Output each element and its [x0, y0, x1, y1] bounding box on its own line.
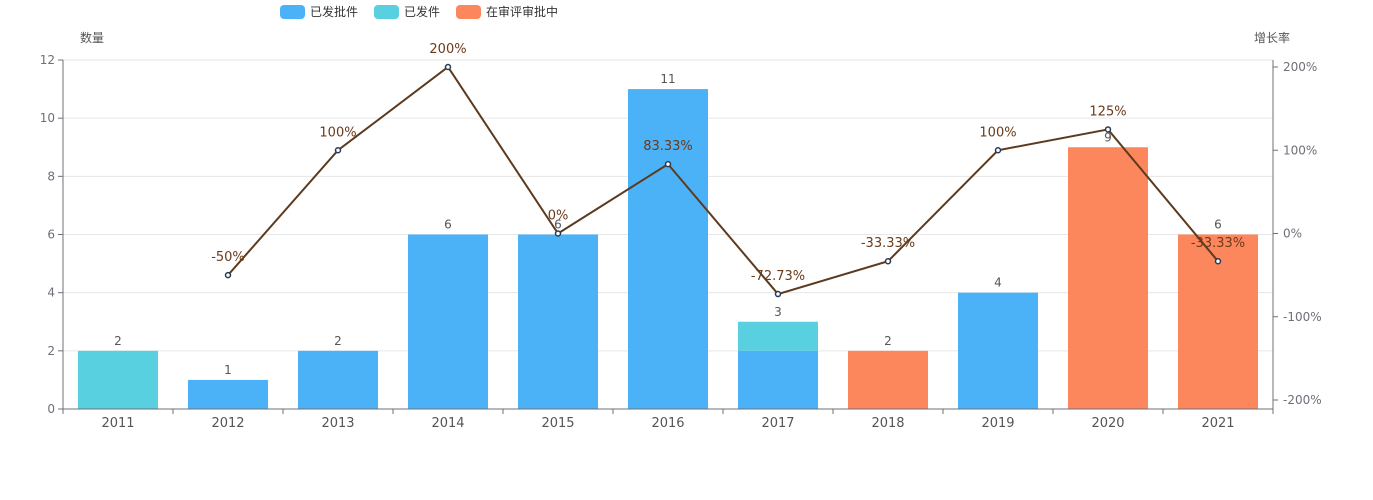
y-left-tick-label: 0 [47, 402, 55, 416]
legend[interactable]: 已发批件 已发件 在审评审批中 [280, 4, 558, 19]
growth-label: 200% [429, 42, 466, 57]
legend-label: 在审评审批中 [486, 4, 558, 19]
bar [958, 292, 1038, 409]
x-tick-label: 2011 [101, 416, 134, 431]
x-tick-label: 2012 [211, 416, 244, 431]
y-left-axis-title: 数量 [80, 30, 104, 45]
y-left-tick-label: 2 [47, 344, 55, 358]
bar-value-label: 1 [224, 363, 232, 377]
x-tick-label: 2015 [541, 416, 574, 431]
growth-label: 0% [548, 209, 569, 224]
growth-point [994, 147, 1002, 154]
bar [628, 89, 708, 409]
bar [738, 321, 818, 351]
growth-label: -50% [211, 250, 245, 265]
legend-item[interactable]: 已发批件 [280, 4, 358, 19]
growth-label: -33.33% [861, 236, 915, 251]
y-right-tick-label: 100% [1283, 143, 1317, 157]
y-right-tick-label: -200% [1283, 393, 1322, 407]
bar-value-label: 9 [1104, 130, 1112, 144]
bar-value-label: 2 [884, 334, 892, 348]
growth-point [774, 290, 782, 298]
growth-label: 83.33% [643, 139, 693, 154]
y-left-tick-label: 10 [40, 111, 55, 125]
legend-swatch [456, 5, 481, 19]
growth-point [1214, 257, 1222, 265]
x-tick-label: 2020 [1091, 416, 1124, 431]
growth-label: 125% [1089, 104, 1126, 119]
bar-value-label: 6 [444, 218, 452, 232]
bar [738, 350, 818, 409]
x-tick-label: 2017 [761, 416, 794, 431]
growth-point [224, 271, 232, 279]
legend-item[interactable]: 在审评审批中 [456, 4, 558, 19]
x-tick-label: 2018 [871, 416, 904, 431]
bar-value-label: 4 [994, 276, 1002, 290]
growth-point [554, 230, 562, 237]
growth-label: 100% [979, 125, 1016, 140]
legend-swatch [280, 5, 305, 19]
growth-point [334, 147, 342, 154]
y-left-tick-label: 6 [47, 228, 55, 242]
bar-value-label: 2 [114, 334, 122, 348]
growth-line-path [227, 65, 1219, 296]
legend-label: 已发批件 [310, 4, 358, 19]
growth-point [664, 160, 672, 168]
y-left-tick-label: 8 [47, 169, 55, 183]
y-left-tick-label: 12 [40, 53, 55, 67]
y-right-tick-label: 0% [1283, 227, 1302, 241]
bars [78, 89, 1258, 409]
x-tick-label: 2019 [981, 416, 1014, 431]
growth-label: -33.33% [1191, 236, 1245, 251]
legend-item[interactable]: 已发件 [374, 4, 440, 19]
growth-point [1104, 126, 1112, 133]
y-right-tick-label: 200% [1283, 60, 1317, 74]
x-tick-label: 2013 [321, 416, 354, 431]
x-tick-label: 2021 [1201, 416, 1234, 431]
bar-value-label: 11 [660, 72, 675, 86]
bar-value-label: 2 [334, 334, 342, 348]
bar [1068, 147, 1148, 409]
bar [78, 350, 158, 409]
legend-label: 已发件 [404, 4, 440, 19]
bar [518, 234, 598, 409]
bar [298, 350, 378, 409]
y-right-tick-label: -100% [1283, 310, 1322, 324]
bar-value-label: 6 [1214, 218, 1222, 232]
data-labels: 2 1 2 6 6 11 3 2 4 9 6 -50% 100% 200% 0% 83.33% -72.73% -… [114, 42, 1245, 377]
bar [188, 379, 268, 409]
growth-label: -72.73% [751, 269, 805, 284]
growth-point [884, 257, 892, 265]
bar [848, 350, 928, 409]
bar [408, 234, 488, 409]
growth-label: 100% [319, 125, 356, 140]
x-tick-label: 2014 [431, 416, 464, 431]
bar-value-label: 3 [774, 305, 782, 319]
legend-swatch [374, 5, 399, 19]
growth-point [444, 63, 452, 71]
y-left-tick-label: 4 [47, 286, 55, 300]
x-tick-label: 2016 [651, 416, 684, 431]
bar-value-label: 6 [554, 218, 562, 232]
y-right-axis-title: 增长率 [1254, 30, 1290, 45]
growth-line [224, 63, 1222, 298]
